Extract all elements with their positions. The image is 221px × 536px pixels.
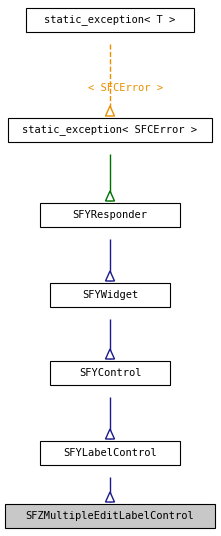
Polygon shape — [105, 429, 114, 439]
Polygon shape — [105, 349, 114, 359]
Text: static_exception< T >: static_exception< T > — [44, 14, 176, 25]
Text: < SFCError >: < SFCError > — [88, 83, 164, 93]
Text: SFYResponder: SFYResponder — [72, 210, 147, 220]
Bar — [40, 441, 180, 465]
Bar — [50, 361, 170, 385]
Polygon shape — [105, 492, 114, 502]
Bar — [8, 118, 212, 142]
Text: SFZMultipleEditLabelControl: SFZMultipleEditLabelControl — [26, 511, 194, 521]
Polygon shape — [105, 271, 114, 281]
Text: static_exception< SFCError >: static_exception< SFCError > — [23, 124, 198, 136]
Polygon shape — [105, 106, 114, 116]
Bar — [26, 8, 194, 32]
Bar — [50, 283, 170, 307]
Bar — [5, 504, 215, 528]
Bar — [40, 203, 180, 227]
Text: SFYLabelControl: SFYLabelControl — [63, 448, 157, 458]
Text: SFYWidget: SFYWidget — [82, 290, 138, 300]
Text: SFYControl: SFYControl — [79, 368, 141, 378]
Polygon shape — [105, 191, 114, 201]
